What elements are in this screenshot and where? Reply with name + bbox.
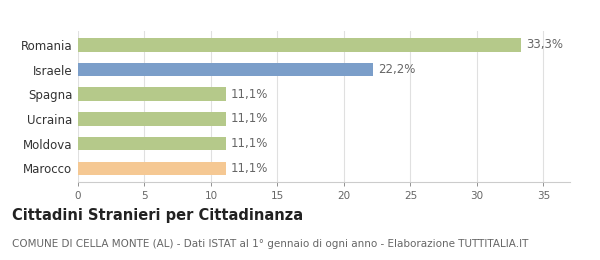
Text: 11,1%: 11,1% [231,88,268,101]
Bar [78,87,226,101]
Text: 22,2%: 22,2% [379,63,416,76]
Bar [78,38,521,52]
Bar [78,63,373,76]
Text: 11,1%: 11,1% [231,137,268,150]
Bar [78,161,226,175]
Legend: Europa, Asia, Africa: Europa, Asia, Africa [207,0,392,2]
Bar [78,137,226,151]
Text: 33,3%: 33,3% [526,38,563,51]
Bar [78,112,226,126]
Text: COMUNE DI CELLA MONTE (AL) - Dati ISTAT al 1° gennaio di ogni anno - Elaborazion: COMUNE DI CELLA MONTE (AL) - Dati ISTAT … [12,239,529,249]
Text: Cittadini Stranieri per Cittadinanza: Cittadini Stranieri per Cittadinanza [12,208,303,223]
Text: 11,1%: 11,1% [231,113,268,126]
Text: 11,1%: 11,1% [231,162,268,175]
